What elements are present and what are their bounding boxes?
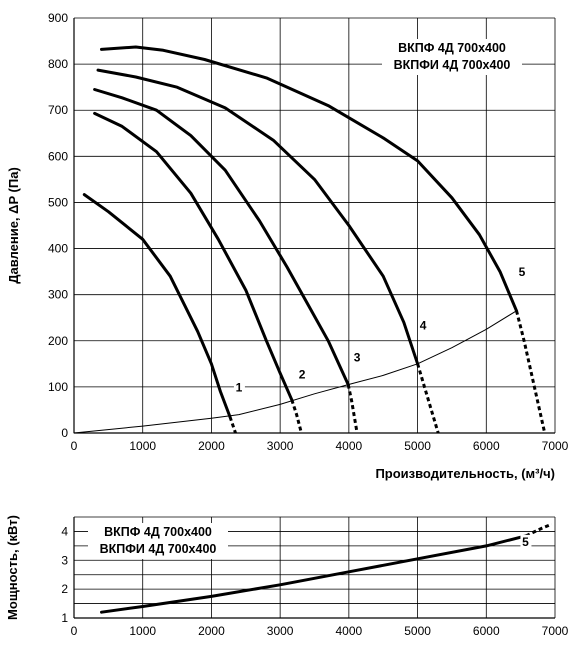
y-tick-label: 1 <box>61 611 68 625</box>
curve-3-dashed <box>346 384 359 434</box>
y-tick-label: 600 <box>48 149 68 163</box>
curve-1-dashed <box>228 416 237 434</box>
x-tick-label: 6000 <box>473 439 500 453</box>
legend-text: ВКПФИ 4Д 700x400 <box>100 542 217 556</box>
y-tick-label: 500 <box>48 195 68 209</box>
curve-label-bg <box>297 367 309 382</box>
y-tick-label: 2 <box>61 582 68 596</box>
x-tick-label: 2000 <box>198 624 225 638</box>
y-tick-label: 300 <box>48 288 68 302</box>
x-tick-label: 1000 <box>129 439 156 453</box>
x-tick-label: 0 <box>71 439 78 453</box>
y-tick-label: 200 <box>48 334 68 348</box>
x-tick-label: 1000 <box>129 624 156 638</box>
curve-5-line <box>100 534 528 614</box>
curve-label-bg <box>418 318 430 333</box>
y-tick-label: 100 <box>48 380 68 394</box>
x-tick-label: 4000 <box>336 624 363 638</box>
x-tick-label: 3000 <box>267 624 294 638</box>
curve-label-4: 4 <box>420 318 427 332</box>
legend-text: ВКПФ 4Д 700x400 <box>104 525 212 539</box>
curve-label-1: 1 <box>236 381 243 395</box>
x-tick-label: 7000 <box>542 624 569 638</box>
y-tick-label: 700 <box>48 103 68 117</box>
curve-4-dashed <box>416 363 440 434</box>
curve-5-dashed <box>525 522 553 538</box>
curve-label-3: 3 <box>354 351 361 365</box>
curve-2-line <box>93 111 294 402</box>
y-axis-label: Мощность, (кВт) <box>5 515 20 620</box>
curve-4-line <box>96 68 420 366</box>
x-tick-label: 7000 <box>542 439 569 453</box>
curve-label-bg <box>352 350 364 365</box>
curve-label-bg <box>520 534 532 549</box>
legend-text: ВКПФ 4Д 700x400 <box>398 41 506 55</box>
legend-box <box>88 523 228 559</box>
curve-label-bg <box>233 380 245 395</box>
y-tick-label: 400 <box>48 242 68 256</box>
x-axis-label: Производительность, (м³/ч) <box>375 466 555 481</box>
system-curve <box>73 310 517 434</box>
y-tick-label: 800 <box>48 57 68 71</box>
x-tick-label: 4000 <box>336 439 363 453</box>
x-tick-label: 5000 <box>404 439 431 453</box>
x-tick-label: 3000 <box>267 439 294 453</box>
curve-label-5: 5 <box>519 265 526 279</box>
legend-box <box>382 39 522 75</box>
y-tick-label: 3 <box>61 553 68 567</box>
legend-text: ВКПФИ 4Д 700x400 <box>394 58 511 72</box>
curve-5-line <box>100 45 518 313</box>
x-tick-label: 6000 <box>473 624 500 638</box>
y-tick-label: 0 <box>61 426 68 440</box>
y-axis-label: Давление, ΔP (Па) <box>6 167 21 284</box>
x-tick-label: 2000 <box>198 439 225 453</box>
curve-2-dashed <box>290 399 303 434</box>
y-tick-label: 900 <box>48 11 68 25</box>
curve-1-line <box>82 193 232 419</box>
curve-label-5: 5 <box>522 535 529 549</box>
x-tick-label: 5000 <box>404 624 431 638</box>
curve-3-line <box>93 88 350 387</box>
curve-label-2: 2 <box>299 368 306 382</box>
curve-label-bg <box>517 265 529 280</box>
x-tick-label: 0 <box>71 624 78 638</box>
y-tick-label: 4 <box>61 524 68 538</box>
curve-5-dashed <box>515 310 547 434</box>
